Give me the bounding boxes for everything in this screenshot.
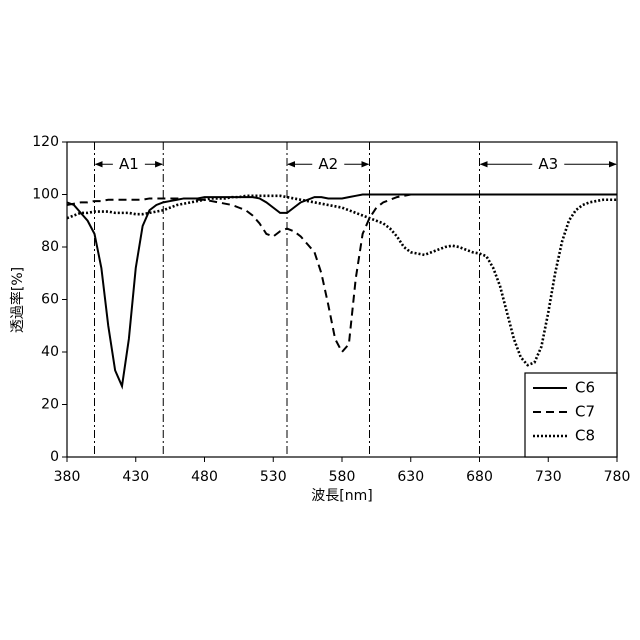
y-tick-label: 20	[41, 397, 59, 413]
x-axis-label: 波長[nm]	[311, 488, 372, 504]
legend-label: C6	[575, 379, 595, 397]
series-line	[67, 196, 617, 365]
y-axis-label: 透過率[%]	[9, 267, 26, 333]
region-label: A3	[538, 155, 558, 173]
y-tick-label: 80	[41, 239, 59, 255]
y-tick-label: 0	[50, 449, 59, 465]
legend-label: C8	[575, 427, 595, 445]
x-tick-label: 480	[191, 469, 218, 485]
x-tick-label: 630	[397, 469, 424, 485]
x-tick-label: 430	[122, 469, 149, 485]
series-line	[67, 195, 617, 387]
series-line	[67, 195, 617, 353]
x-tick-label: 530	[260, 469, 287, 485]
legend-box	[525, 373, 617, 457]
y-tick-label: 40	[41, 344, 59, 360]
y-tick-label: 120	[32, 134, 59, 150]
region-label: A1	[119, 155, 139, 173]
y-tick-label: 60	[41, 292, 59, 308]
x-tick-label: 780	[604, 469, 631, 485]
x-tick-label: 380	[54, 469, 81, 485]
legend-label: C7	[575, 403, 595, 421]
x-tick-label: 680	[466, 469, 493, 485]
x-tick-label: 730	[535, 469, 562, 485]
x-tick-label: 580	[329, 469, 356, 485]
region-label: A2	[318, 155, 338, 173]
y-tick-label: 100	[32, 187, 59, 203]
chart: 波長[nm] 透過率[%] 380 430 480 530 580 630 680 730 78…	[0, 0, 640, 640]
